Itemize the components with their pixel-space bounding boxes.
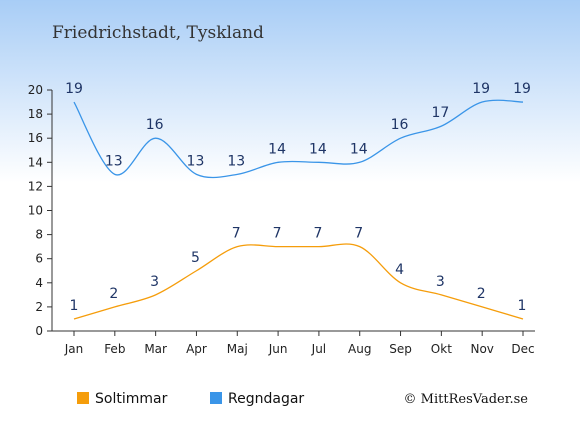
y-tick-label: 12 xyxy=(28,179,43,193)
y-tick-label: 0 xyxy=(35,324,43,338)
data-label-regndagar: 17 xyxy=(431,105,449,121)
y-tick-label: 18 xyxy=(28,107,43,121)
y-tick-label: 8 xyxy=(35,228,43,242)
data-labels: 1 2 3 5 7 7 7 7 4 3 2 1 19 13 16 13 13 14 14 14 16 17 19 19 xyxy=(65,81,531,314)
series-line-regndagar xyxy=(73,99,524,179)
data-label-soltimmar: 7 xyxy=(232,226,241,242)
series-line-soltimmar xyxy=(73,243,524,320)
data-label-soltimmar: 4 xyxy=(395,262,404,278)
data-label-regndagar: 13 xyxy=(187,153,205,169)
data-label-soltimmar: 1 xyxy=(518,298,527,314)
x-tick-label: Jun xyxy=(268,342,288,356)
data-label-soltimmar: 7 xyxy=(273,226,282,242)
y-tick-label: 10 xyxy=(28,204,43,218)
y-tick-label: 20 xyxy=(28,83,43,97)
data-label-regndagar: 14 xyxy=(309,141,327,157)
data-label-regndagar: 14 xyxy=(350,141,368,157)
data-label-regndagar: 16 xyxy=(391,117,409,133)
x-tick-label: Feb xyxy=(104,342,125,356)
data-label-regndagar: 16 xyxy=(146,117,164,133)
data-label-soltimmar: 2 xyxy=(109,286,118,302)
chart-title: Friedrichstadt, Tyskland xyxy=(52,23,264,43)
x-tick-label: Sep xyxy=(389,342,412,356)
y-tick-label: 14 xyxy=(28,155,43,169)
data-label-regndagar: 19 xyxy=(513,81,531,97)
data-label-regndagar: 13 xyxy=(105,153,123,169)
x-tick-label: Dec xyxy=(511,342,534,356)
x-tick-label: Jul xyxy=(311,342,326,356)
legend-swatch-soltimmar xyxy=(77,392,89,404)
data-label-regndagar: 13 xyxy=(227,153,245,169)
x-tick-label: Maj xyxy=(227,342,248,356)
data-label-soltimmar: 1 xyxy=(70,298,79,314)
data-label-soltimmar: 3 xyxy=(150,274,159,290)
data-label-soltimmar: 7 xyxy=(313,226,322,242)
data-label-soltimmar: 7 xyxy=(354,226,363,242)
y-tick-label: 6 xyxy=(35,252,43,266)
y-tick-label: 2 xyxy=(35,300,43,314)
data-label-regndagar: 14 xyxy=(268,141,286,157)
legend: Soltimmar Regndagar xyxy=(77,391,304,407)
legend-label-regndagar: Regndagar xyxy=(228,391,304,407)
legend-label-soltimmar: Soltimmar xyxy=(95,391,168,407)
data-label-regndagar: 19 xyxy=(472,81,490,97)
x-tick-label: Jan xyxy=(64,342,84,356)
credit-text: © MittResVader.se xyxy=(404,392,529,407)
x-tick-label: Apr xyxy=(186,342,207,356)
legend-swatch-regndagar xyxy=(210,392,222,404)
data-label-soltimmar: 2 xyxy=(477,286,486,302)
data-label-soltimmar: 3 xyxy=(436,274,445,290)
x-tick-label: Aug xyxy=(348,342,371,356)
x-tick-label: Nov xyxy=(470,342,493,356)
series-layer xyxy=(73,99,524,320)
x-tick-label: Okt xyxy=(431,342,452,356)
x-tick-label: Mar xyxy=(144,342,167,356)
y-tick-label: 4 xyxy=(35,276,43,290)
y-tick-label: 16 xyxy=(28,131,43,145)
data-label-soltimmar: 5 xyxy=(191,250,200,266)
data-label-regndagar: 19 xyxy=(65,81,83,97)
